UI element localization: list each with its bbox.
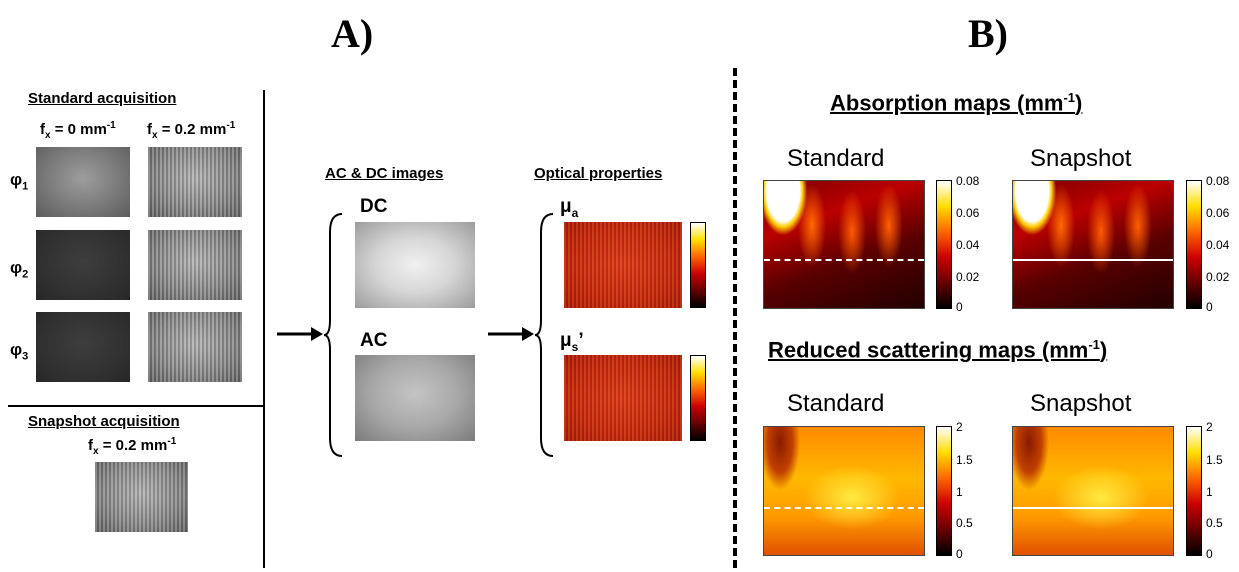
sca-standard-tick: 0.5 — [956, 516, 973, 530]
abs-snapshot-map — [1012, 180, 1174, 309]
phi2-fx0-image — [36, 230, 130, 300]
left-brace-icon — [534, 213, 554, 457]
snapshot-acquisition-title: Snapshot acquisition — [28, 413, 180, 430]
absorption-maps-title: Absorption maps (mm-1) — [830, 90, 1083, 116]
ac-label: AC — [360, 330, 388, 351]
fx0-label: fx = 0 mm-1 — [40, 120, 116, 141]
abs-standard-tick: 0 — [956, 300, 963, 314]
mua-image — [564, 222, 682, 308]
phi3-fx02-image — [148, 312, 242, 382]
abs-standard-tick: 0.06 — [956, 206, 980, 220]
abs-snapshot-tick: 0.02 — [1206, 270, 1230, 284]
sca-snapshot-tick: 2 — [1206, 420, 1213, 434]
sca-standard-map — [763, 426, 925, 556]
abs-standard-tick: 0.04 — [956, 238, 980, 252]
sca-standard-tick: 2 — [956, 420, 963, 434]
abs-snapshot-tick: 0.06 — [1206, 206, 1230, 220]
profile-line-solid — [1013, 507, 1173, 509]
mua-label: μa — [560, 196, 579, 220]
abs-standard-map — [763, 180, 925, 309]
snapshot-image — [95, 462, 188, 532]
abs-standard-tick: 0.08 — [956, 174, 980, 188]
acdc-images-title: AC & DC images — [325, 165, 444, 182]
mus-image — [564, 355, 682, 441]
abs-snapshot-label: Snapshot — [1030, 145, 1132, 172]
abs-snapshot-colorbar — [1186, 180, 1202, 309]
horizontal-divider — [8, 405, 264, 407]
sca-snapshot-tick: 1 — [1206, 485, 1213, 499]
panel-separator — [733, 68, 737, 568]
sca-snapshot-colorbar — [1186, 426, 1202, 556]
mus-colorbar — [690, 355, 706, 441]
phi1-fx0-image — [36, 147, 130, 217]
sca-standard-colorbar — [936, 426, 952, 556]
panel-b-label: B) — [968, 11, 1008, 56]
abs-standard-tick: 0.02 — [956, 270, 980, 284]
phi2-fx02-image — [148, 230, 242, 300]
left-brace-icon — [323, 213, 343, 457]
optical-properties-title: Optical properties — [534, 165, 663, 182]
profile-line-solid — [1013, 259, 1173, 261]
sca-snapshot-tick: 1.5 — [1206, 453, 1223, 467]
mus-label: μs’ — [560, 330, 584, 354]
scattering-maps-title: Reduced scattering maps (mm-1) — [768, 337, 1108, 363]
abs-standard-colorbar — [936, 180, 952, 309]
fx02-label: fx = 0.2 mm-1 — [147, 120, 236, 141]
ac-image — [355, 355, 475, 441]
dc-label: DC — [360, 196, 388, 217]
phi3-fx0-image — [36, 312, 130, 382]
abs-snapshot-tick: 0.08 — [1206, 174, 1230, 188]
abs-standard-label: Standard — [787, 145, 885, 172]
abs-snapshot-tick: 0.04 — [1206, 238, 1230, 252]
sca-snapshot-tick: 0.5 — [1206, 516, 1223, 530]
sca-standard-tick: 1 — [956, 485, 963, 499]
mua-colorbar — [690, 222, 706, 308]
arrow-right-icon — [277, 327, 323, 341]
dc-image — [355, 222, 475, 308]
phi-2-label: φ2 — [10, 258, 29, 281]
sca-snapshot-tick: 0 — [1206, 547, 1213, 561]
panel-a-label: A) — [331, 11, 374, 56]
sca-snapshot-label: Snapshot — [1030, 390, 1132, 417]
phi1-fx02-image — [148, 147, 242, 217]
sca-standard-tick: 0 — [956, 547, 963, 561]
profile-line-dashed — [764, 259, 924, 261]
vertical-divider — [263, 90, 265, 568]
sca-standard-label: Standard — [787, 390, 885, 417]
sca-snapshot-map — [1012, 426, 1174, 556]
profile-line-dashed — [764, 507, 924, 509]
abs-snapshot-tick: 0 — [1206, 300, 1213, 314]
sca-standard-tick: 1.5 — [956, 453, 973, 467]
phi-1-label: φ1 — [10, 170, 29, 193]
snapshot-fx-label: fx = 0.2 mm-1 — [88, 436, 177, 457]
standard-acquisition-title: Standard acquisition — [28, 90, 177, 107]
phi-3-label: φ3 — [10, 340, 29, 363]
arrow-right-icon — [488, 327, 534, 341]
